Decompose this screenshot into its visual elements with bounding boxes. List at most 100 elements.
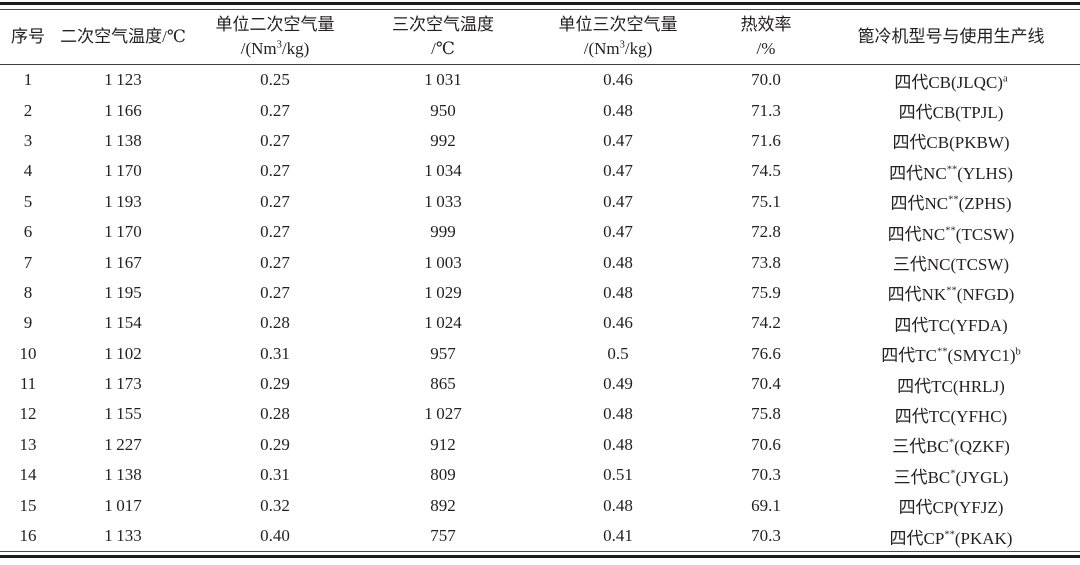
header-line1: 篦冷机型号与使用生产线 <box>857 27 1045 46</box>
header-row: 序号 二次空气温度/℃ 单位二次空气量 /(Nm3/kg) 三次空气温度 /℃ 单位三次空气… <box>0 10 1080 65</box>
table-row: 8 1 195 0.27 1 029 0.48 75.9 四代NK**(NFGD) <box>0 278 1080 308</box>
cell-secondary-air-temp: 1 170 <box>104 161 142 181</box>
cell-thermal-efficiency: 69.1 <box>751 495 781 515</box>
superscript: ** <box>948 194 959 206</box>
cell-cooler-model: 四代CB(TPJL) <box>898 103 1004 123</box>
header-line2: /(Nm3/kg) <box>583 39 653 58</box>
cell-unit-secondary-air: 0.29 <box>260 434 290 454</box>
cell-unit-tertiary-air: 0.48 <box>603 404 633 424</box>
cell-thermal-efficiency: 70.6 <box>751 434 781 454</box>
bottom-thick-rule <box>0 555 1080 559</box>
header-line1: 单位二次空气量 <box>215 15 335 34</box>
column-header-cooler-model: 篦冷机型号与使用生产线 <box>822 10 1080 65</box>
cell-unit-tertiary-air: 0.46 <box>603 313 633 333</box>
cell-index: 1 <box>23 70 33 90</box>
cell-secondary-air-temp: 1 155 <box>104 404 142 424</box>
header-line1: 单位三次空气量 <box>558 15 678 34</box>
column-header-unit-secondary-air: 单位二次空气量 /(Nm3/kg) <box>190 10 360 65</box>
cell-unit-secondary-air: 0.25 <box>260 70 290 90</box>
cell-tertiary-air-temp: 1 024 <box>424 313 462 333</box>
header-line1: 热效率 <box>740 15 792 34</box>
header-line2: /% <box>756 39 776 58</box>
cell-index: 10 <box>19 343 37 363</box>
superscript: ** <box>936 346 948 358</box>
cell-thermal-efficiency: 70.0 <box>751 70 781 90</box>
cell-tertiary-air-temp: 892 <box>430 495 456 515</box>
table-row: 1 1 123 0.25 1 031 0.46 70.0 四代CB(JLQC)a <box>0 65 1080 96</box>
bottom-thin-rule <box>0 551 1080 553</box>
table-row: 15 1 017 0.32 892 0.48 69.1 四代CP(YFJZ) <box>0 490 1080 520</box>
cell-secondary-air-temp: 1 227 <box>104 434 142 454</box>
cell-unit-secondary-air: 0.27 <box>260 100 290 120</box>
superscript: a <box>1002 73 1008 85</box>
cell-secondary-air-temp: 1 138 <box>104 130 142 150</box>
cell-unit-secondary-air: 0.31 <box>260 465 290 485</box>
column-header-tertiary-air-temp: 三次空气温度 /℃ <box>360 10 526 65</box>
cell-thermal-efficiency: 70.4 <box>751 374 781 394</box>
cell-cooler-model: 四代CB(JLQC)a <box>894 72 1008 92</box>
table-row: 13 1 227 0.29 912 0.48 70.6 三代BC*(QZKF) <box>0 430 1080 460</box>
cell-thermal-efficiency: 70.3 <box>751 465 781 485</box>
cell-index: 8 <box>23 282 33 302</box>
cell-cooler-model: 三代NC(TCSW) <box>892 255 1010 275</box>
cell-unit-secondary-air: 0.27 <box>260 191 290 211</box>
cell-unit-tertiary-air: 0.47 <box>603 222 633 242</box>
column-header-secondary-air-temp: 二次空气温度/℃ <box>56 10 190 65</box>
cell-thermal-efficiency: 73.8 <box>751 252 781 272</box>
cell-cooler-model: 四代CP(YFJZ) <box>898 498 1004 518</box>
table-row: 16 1 133 0.40 757 0.41 70.3 四代CP**(PKAK) <box>0 521 1080 551</box>
table-row: 12 1 155 0.28 1 027 0.48 75.8 四代TC(YFHC) <box>0 399 1080 429</box>
cell-unit-tertiary-air: 0.48 <box>603 434 633 454</box>
cell-thermal-efficiency: 74.5 <box>751 161 781 181</box>
header-line1: 三次空气温度 <box>392 15 494 34</box>
cell-tertiary-air-temp: 999 <box>430 222 456 242</box>
superscript: ** <box>946 285 957 297</box>
cell-index: 12 <box>19 404 37 424</box>
table-row: 4 1 170 0.27 1 034 0.47 74.5 四代NC**(YLHS) <box>0 156 1080 186</box>
table-row: 14 1 138 0.31 809 0.51 70.3 三代BC*(JYGL) <box>0 460 1080 490</box>
cell-unit-tertiary-air: 0.46 <box>603 70 633 90</box>
cell-secondary-air-temp: 1 167 <box>104 252 142 272</box>
cell-secondary-air-temp: 1 138 <box>104 465 142 485</box>
cell-tertiary-air-temp: 865 <box>430 374 456 394</box>
cell-index: 16 <box>19 526 37 546</box>
superscript: 3 <box>276 39 282 51</box>
table-row: 6 1 170 0.27 999 0.47 72.8 四代NC**(TCSW) <box>0 217 1080 247</box>
superscript: ** <box>944 528 955 540</box>
cell-index: 4 <box>23 161 33 181</box>
cell-cooler-model: 三代BC*(JYGL) <box>893 467 1009 487</box>
cell-unit-tertiary-air: 0.51 <box>603 465 633 485</box>
cell-index: 5 <box>23 191 33 211</box>
cell-unit-secondary-air: 0.32 <box>260 495 290 515</box>
cell-cooler-model: 四代TC(YFHC) <box>894 406 1008 426</box>
cell-unit-secondary-air: 0.27 <box>260 252 290 272</box>
cell-thermal-efficiency: 72.8 <box>751 222 781 242</box>
cell-cooler-model: 四代TC(YFDA) <box>894 315 1008 335</box>
cell-thermal-efficiency: 70.3 <box>751 526 781 546</box>
superscript: ** <box>946 164 958 176</box>
cell-thermal-efficiency: 71.3 <box>751 100 781 120</box>
cell-thermal-efficiency: 76.6 <box>751 343 781 363</box>
cell-unit-tertiary-air: 0.48 <box>603 252 633 272</box>
cell-cooler-model: 三代BC*(QZKF) <box>892 437 1010 457</box>
cell-unit-tertiary-air: 0.49 <box>603 374 633 394</box>
cell-unit-secondary-air: 0.29 <box>260 374 290 394</box>
cell-index: 9 <box>23 313 33 333</box>
cell-tertiary-air-temp: 1 003 <box>424 252 462 272</box>
cell-cooler-model: 四代CB(PKBW) <box>892 133 1010 153</box>
cell-unit-tertiary-air: 0.47 <box>603 161 633 181</box>
cell-unit-secondary-air: 0.28 <box>260 404 290 424</box>
table-row: 3 1 138 0.27 992 0.47 71.6 四代CB(PKBW) <box>0 126 1080 156</box>
superscript: b <box>1015 346 1021 358</box>
header-line1: 二次空气温度/℃ <box>60 27 186 46</box>
cell-cooler-model: 四代TC**(SMYC1)b <box>881 346 1021 366</box>
cell-unit-tertiary-air: 0.5 <box>607 343 629 363</box>
cell-tertiary-air-temp: 992 <box>430 130 456 150</box>
cell-secondary-air-temp: 1 133 <box>104 526 142 546</box>
cell-tertiary-air-temp: 809 <box>430 465 456 485</box>
header-line2: /(Nm3/kg) <box>240 39 310 58</box>
table-row: 7 1 167 0.27 1 003 0.48 73.8 三代NC(TCSW) <box>0 247 1080 277</box>
cell-index: 13 <box>19 434 37 454</box>
top-thick-rule <box>0 2 1080 5</box>
cell-cooler-model: 四代CP**(PKAK) <box>889 528 1013 548</box>
